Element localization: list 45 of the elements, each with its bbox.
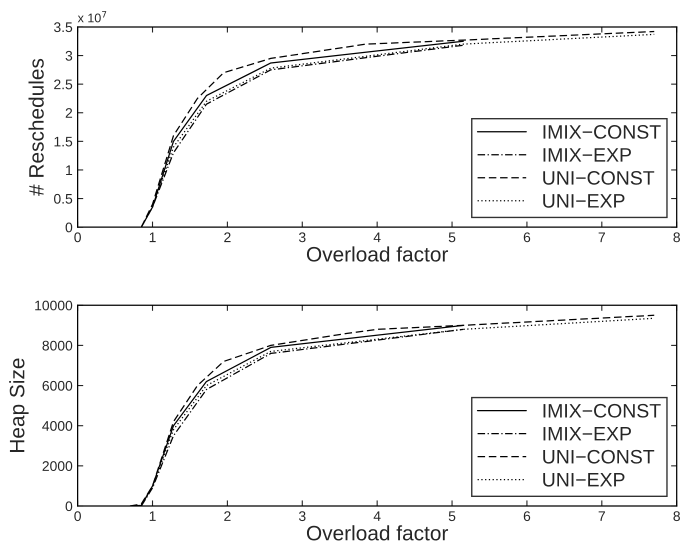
y-tick-label: 10000 <box>35 300 72 310</box>
y-tick-label: 3.5 <box>54 22 72 32</box>
y-tick-label: 2.5 <box>54 79 72 90</box>
legend-label: UNI−EXP <box>543 194 624 208</box>
x-tick-label: 6 <box>524 232 530 242</box>
y-tick-label: 8000 <box>42 340 72 351</box>
y-axis-title: # Reschedules <box>28 58 44 196</box>
x-tick-label: 1 <box>150 232 156 242</box>
x-tick-label: 5 <box>448 232 456 242</box>
y-tick-label: 0.5 <box>54 194 72 204</box>
x-tick-label: 3 <box>298 232 306 242</box>
y-tick-label: 2000 <box>42 461 72 472</box>
x-tick-label: 0 <box>74 232 81 242</box>
y-tick-label: 6000 <box>42 380 72 391</box>
x-tick-label: 0 <box>74 511 81 522</box>
x-tick-label: 5 <box>448 511 456 522</box>
legend-label: IMIX−EXP <box>544 427 631 440</box>
x-tick-label: 7 <box>598 511 605 521</box>
legend-label: IMIX−EXP <box>544 148 631 162</box>
y-tick-label: 2 <box>66 108 72 118</box>
x-tick-label: 6 <box>524 511 530 522</box>
x-axis-title: Overload factor <box>306 246 448 262</box>
x-axis-title: Overload factor <box>306 525 448 540</box>
y-axis-title: Heap Size <box>9 358 29 452</box>
x-tick-label: 8 <box>673 232 680 242</box>
legend-label: IMIX−CONST <box>544 125 661 139</box>
x-tick-label: 7 <box>598 232 605 242</box>
legend-label: UNI−CONST <box>543 170 654 185</box>
x-tick-label: 4 <box>374 511 381 521</box>
x-tick-label: 4 <box>374 232 381 242</box>
x-tick-label: 2 <box>224 511 231 521</box>
y-tick-label: 0 <box>66 222 72 232</box>
legend-label: IMIX−CONST <box>544 404 661 418</box>
legend-label: UNI−CONST <box>543 450 654 464</box>
y-tick-label: 3 <box>66 50 72 61</box>
x-tick-label: 8 <box>673 511 680 522</box>
x-tick-label: 3 <box>298 511 306 522</box>
y-tick-label: 1.5 <box>54 136 72 147</box>
y-tick-label: 4000 <box>42 421 72 431</box>
x-tick-label: 2 <box>224 232 231 242</box>
text: x 10$^{7}$ <box>78 11 106 22</box>
legend-label: UNI−EXP <box>543 473 624 487</box>
y-tick-label: 1 <box>66 165 72 175</box>
x-tick-label: 1 <box>150 511 156 521</box>
y-tick-label: 0 <box>66 501 72 512</box>
